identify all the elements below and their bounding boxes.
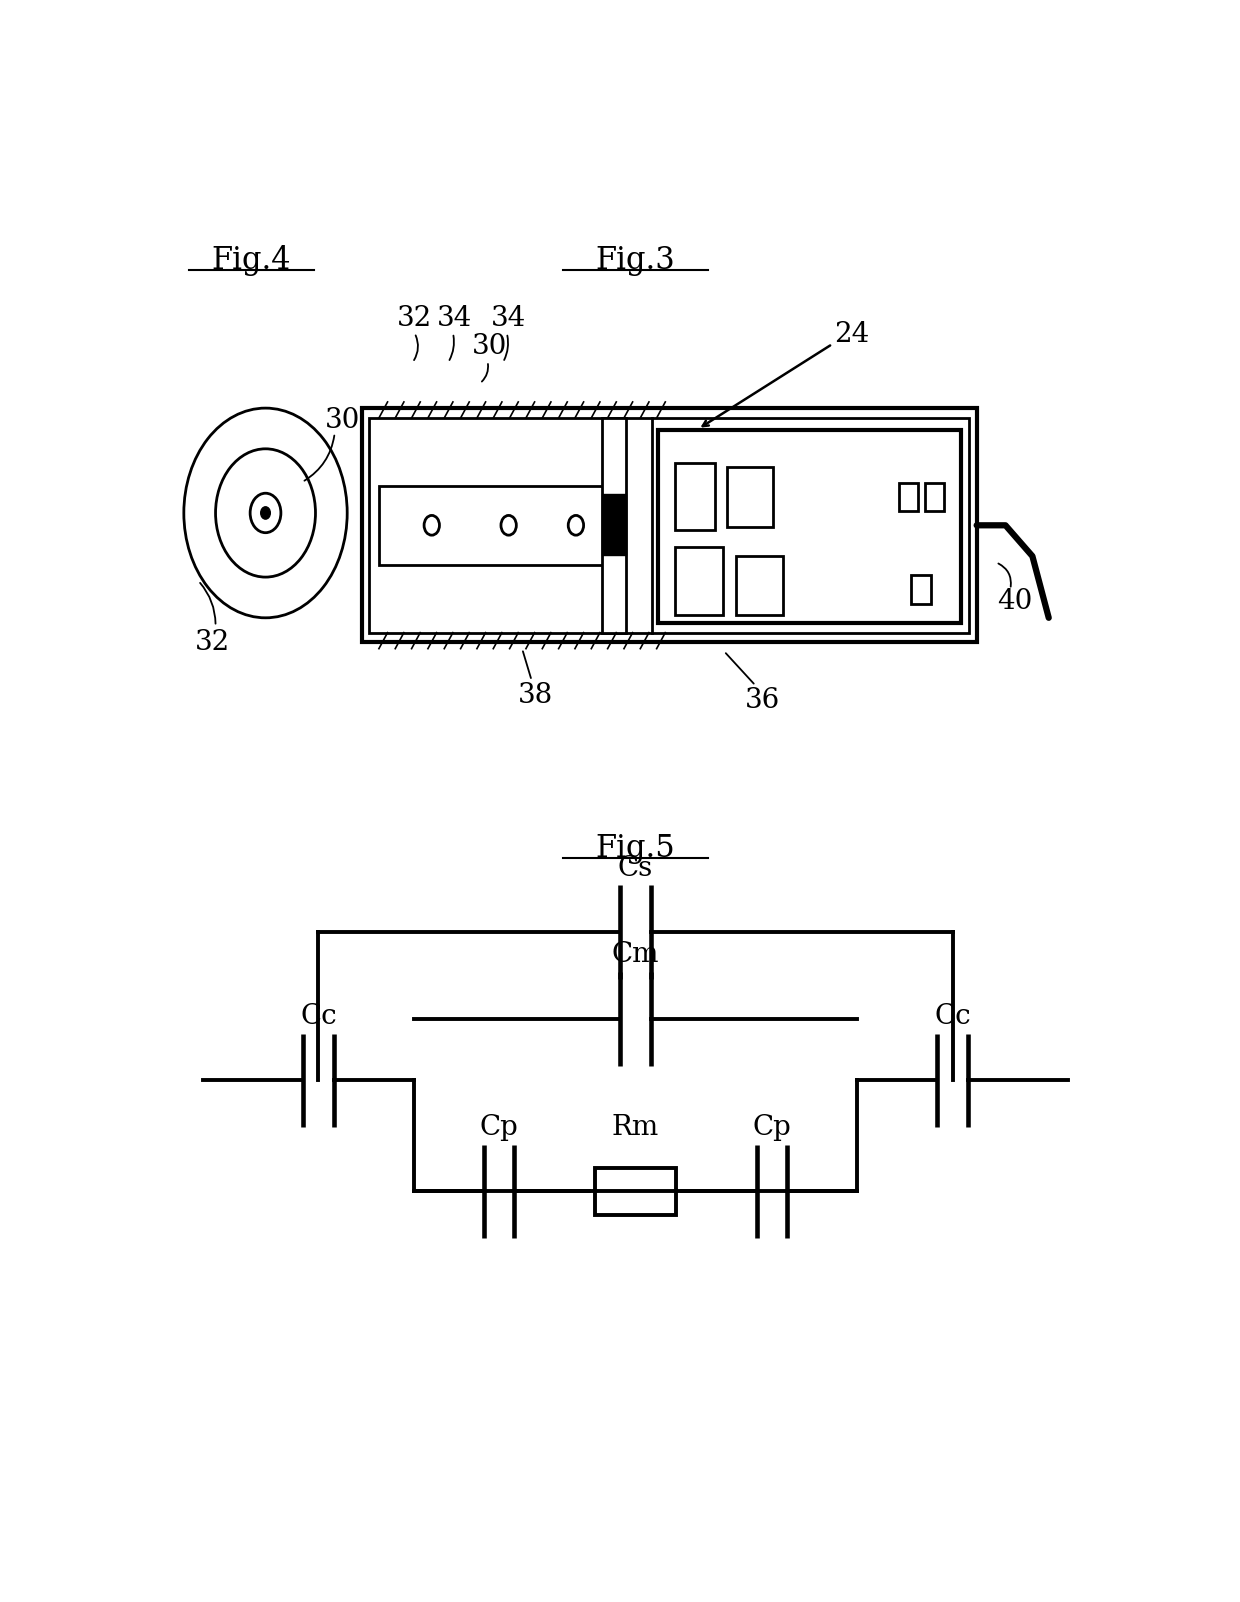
Text: 32: 32 bbox=[397, 304, 432, 332]
Bar bbox=[911, 575, 930, 604]
Bar bbox=[362, 409, 977, 642]
Text: Cm: Cm bbox=[611, 940, 660, 968]
Bar bbox=[925, 482, 944, 511]
Text: Fig.3: Fig.3 bbox=[595, 245, 676, 276]
Bar bbox=[737, 556, 782, 615]
Text: Cp: Cp bbox=[753, 1113, 791, 1141]
Text: Fig.4: Fig.4 bbox=[211, 245, 291, 276]
Bar bbox=[601, 418, 626, 633]
Bar bbox=[601, 495, 626, 554]
Bar bbox=[657, 431, 961, 623]
Text: 34: 34 bbox=[491, 304, 526, 332]
Circle shape bbox=[260, 506, 270, 519]
Bar bbox=[727, 468, 773, 527]
Text: 38: 38 bbox=[518, 682, 553, 710]
Text: Fig.5: Fig.5 bbox=[595, 833, 676, 863]
Text: Cs: Cs bbox=[618, 855, 653, 881]
Bar bbox=[595, 1168, 676, 1214]
Text: Cp: Cp bbox=[480, 1113, 518, 1141]
Text: 36: 36 bbox=[745, 687, 780, 714]
Text: 24: 24 bbox=[835, 320, 869, 348]
Bar bbox=[379, 485, 610, 566]
Bar bbox=[899, 482, 918, 511]
Text: 32: 32 bbox=[195, 630, 231, 655]
Text: 40: 40 bbox=[997, 588, 1033, 615]
Text: 30: 30 bbox=[325, 407, 360, 434]
Text: Cc: Cc bbox=[934, 1003, 971, 1030]
Text: 34: 34 bbox=[438, 304, 472, 332]
Text: Rm: Rm bbox=[611, 1113, 660, 1141]
Bar bbox=[675, 463, 715, 530]
Text: 30: 30 bbox=[471, 333, 507, 360]
Bar bbox=[675, 548, 723, 615]
Text: Cc: Cc bbox=[300, 1003, 337, 1030]
Bar bbox=[370, 418, 968, 633]
